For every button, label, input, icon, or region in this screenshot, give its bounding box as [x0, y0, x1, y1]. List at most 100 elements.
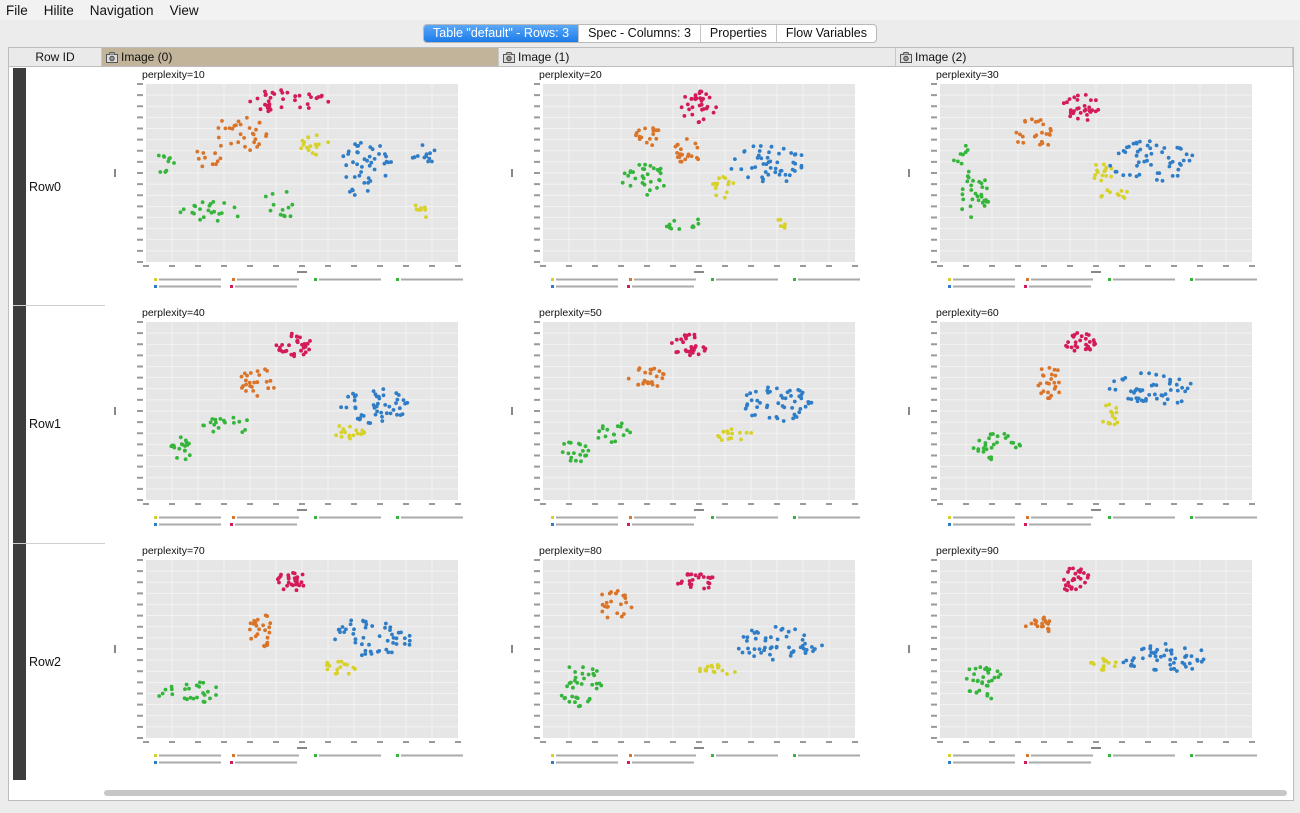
scatter-point	[1085, 118, 1090, 122]
image-cell[interactable]: perplexity=10	[106, 68, 502, 304]
plot-title: perplexity=10	[142, 69, 205, 81]
scatter-point	[342, 630, 347, 634]
scatter-point	[726, 431, 730, 436]
scatter-point	[571, 685, 575, 690]
tick-mark	[429, 265, 435, 267]
tick-mark	[534, 321, 540, 323]
scatter-point	[1088, 347, 1092, 352]
legend-text-mark	[1113, 516, 1175, 519]
menu-hilite[interactable]: Hilite	[43, 2, 74, 18]
tab-properties[interactable]: Properties	[699, 25, 776, 42]
scatter-point	[628, 430, 632, 435]
image-column-icon	[503, 51, 515, 63]
row-header-bar[interactable]	[13, 68, 26, 305]
scatter-point	[753, 636, 758, 641]
row-id-row2[interactable]: Row2	[29, 655, 61, 669]
image-cell[interactable]: perplexity=70	[106, 544, 502, 780]
scatter-point	[192, 211, 196, 216]
scatter-point	[675, 143, 680, 147]
column-header-image-1[interactable]: Image (1)	[499, 48, 896, 66]
scatter-point	[271, 202, 276, 207]
tick-mark	[963, 265, 969, 267]
scatter-point	[277, 580, 281, 585]
row-id-row1[interactable]: Row1	[29, 417, 61, 431]
scatter-point	[774, 415, 779, 419]
scatter-point	[1090, 108, 1095, 113]
scatter-point	[344, 163, 349, 168]
image-cell[interactable]: perplexity=60	[900, 306, 1296, 542]
legend-swatch	[948, 761, 951, 764]
plot-title: perplexity=30	[936, 69, 999, 81]
tab-flow-variables[interactable]: Flow Variables	[775, 25, 876, 42]
scatter-point	[622, 593, 627, 598]
scatter-point	[594, 681, 599, 686]
horizontal-scrollbar[interactable]	[104, 790, 1287, 796]
tick-mark	[137, 487, 143, 490]
scatter-point	[767, 150, 771, 155]
tab-spec[interactable]: Spec - Columns: 3	[578, 25, 700, 42]
scatter-point	[740, 650, 745, 655]
scatter-point	[395, 397, 400, 402]
scatter-point	[351, 632, 356, 636]
scatter-point	[707, 95, 712, 100]
scatter-point	[758, 144, 763, 148]
rowid-header[interactable]: Row ID	[9, 48, 102, 66]
image-cell[interactable]: perplexity=80	[503, 544, 899, 780]
row-header-bar[interactable]	[13, 306, 26, 543]
tab-table[interactable]: Table "default" - Rows: 3	[424, 25, 579, 42]
scatter-point	[701, 575, 706, 579]
scatter-point	[419, 207, 423, 212]
tick-mark	[931, 499, 937, 501]
scatter-point	[251, 621, 256, 626]
scatter-point	[308, 339, 312, 343]
column-header-image-0[interactable]: Image (0)	[102, 48, 499, 66]
tick-mark	[931, 160, 937, 163]
menu-navigation[interactable]: Navigation	[89, 2, 154, 18]
scatter-point	[1040, 621, 1044, 626]
scatter-point	[255, 369, 260, 373]
image-cell[interactable]: perplexity=20	[503, 68, 899, 304]
scatter-point	[285, 90, 290, 95]
scatter-point	[334, 433, 338, 438]
scatter-point	[219, 143, 223, 148]
row-header-bar[interactable]	[13, 544, 26, 780]
scatter-point	[678, 159, 683, 164]
scatter-point	[216, 126, 221, 130]
scatter-point	[567, 665, 572, 669]
scatter-point	[232, 205, 237, 210]
scatter-point	[339, 435, 344, 439]
scatter-point	[977, 688, 982, 693]
scatter-point	[1066, 340, 1070, 344]
scatter-point	[1168, 657, 1173, 662]
tick-mark	[722, 503, 728, 505]
image-cell[interactable]: perplexity=40	[106, 306, 502, 542]
menu-file[interactable]: File	[6, 2, 28, 18]
tick-mark	[774, 265, 780, 267]
scatter-point	[235, 214, 240, 219]
scatter-point	[1085, 113, 1089, 117]
scatter-point	[1087, 340, 1092, 344]
scatter-point	[244, 389, 248, 393]
image-cell[interactable]: perplexity=50	[503, 306, 899, 542]
scatter-point	[1162, 401, 1167, 406]
scatter-point	[1162, 653, 1167, 658]
scatter-point	[619, 421, 624, 426]
scatter-point	[188, 695, 193, 700]
scatter-point	[707, 581, 712, 586]
scatter-point	[987, 679, 991, 684]
column-header-image-2[interactable]: Image (2)	[896, 48, 1293, 66]
scatter-point	[1115, 420, 1120, 425]
image-cell[interactable]: perplexity=30	[900, 68, 1296, 304]
scatter-point	[1057, 390, 1061, 395]
scatter-point	[989, 445, 994, 450]
tick-mark	[931, 692, 937, 695]
tick-mark	[137, 725, 143, 728]
scatter-point	[300, 138, 305, 143]
scatter-point	[628, 183, 633, 188]
tick-mark	[137, 127, 143, 130]
menu-view[interactable]: View	[169, 2, 199, 18]
tick-mark	[670, 265, 676, 267]
scatter-point	[426, 159, 430, 164]
image-cell[interactable]: perplexity=90	[900, 544, 1296, 780]
row-id-row0[interactable]: Row0	[29, 180, 61, 194]
